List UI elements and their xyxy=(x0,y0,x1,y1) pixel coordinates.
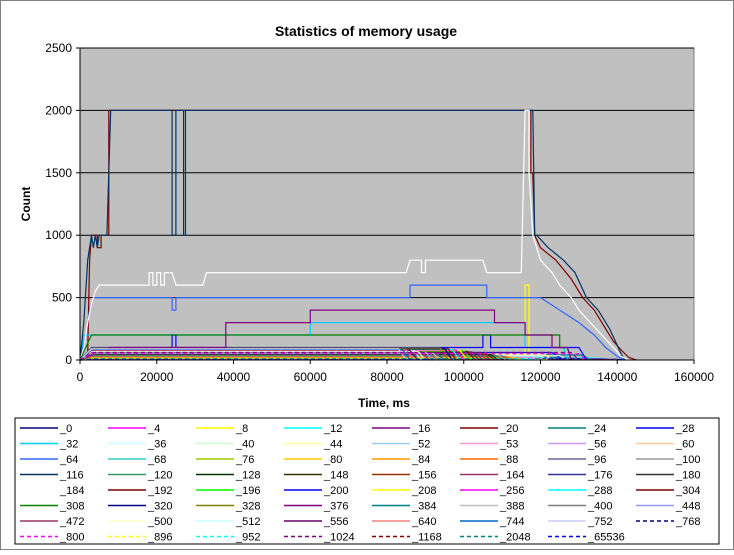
y-tick-label: 2000 xyxy=(45,103,72,117)
legend-label: _8 xyxy=(235,423,248,435)
legend-label: _384 xyxy=(411,501,436,513)
legend-label: _28 xyxy=(675,423,694,435)
y-axis-label: Count xyxy=(19,187,33,222)
legend-label: _388 xyxy=(499,501,524,513)
legend-label: _0 xyxy=(59,423,72,435)
legend-label: _156 xyxy=(411,470,436,482)
legend-label: _200 xyxy=(323,485,348,497)
legend-label: _4 xyxy=(147,423,160,435)
legend-label: _556 xyxy=(323,516,348,528)
legend-label: _192 xyxy=(147,485,172,497)
y-tick-label: 1500 xyxy=(45,166,72,180)
legend-label: _53 xyxy=(499,439,518,451)
legend-label: _376 xyxy=(323,501,348,513)
legend-label: _448 xyxy=(675,501,700,513)
y-tick-label: 2500 xyxy=(45,41,72,55)
legend-label: _76 xyxy=(235,454,254,466)
legend-label: _288 xyxy=(587,485,612,497)
chart-title: Statistics of memory usage xyxy=(275,23,457,39)
legend-label: _80 xyxy=(323,454,342,466)
legend-label: _84 xyxy=(411,454,430,466)
legend-label: _184 xyxy=(59,485,84,497)
x-tick-label: 100000 xyxy=(444,370,484,384)
legend-label: _12 xyxy=(323,423,342,435)
legend-label: _472 xyxy=(59,516,84,528)
legend-label: _180 xyxy=(675,470,700,482)
legend-label: _196 xyxy=(235,485,260,497)
x-axis-label: Time, ms xyxy=(358,396,410,410)
legend-label: _896 xyxy=(147,532,172,544)
x-tick-label: 80000 xyxy=(370,370,404,384)
legend-label: _2048 xyxy=(499,532,531,544)
legend-label: _208 xyxy=(411,485,436,497)
legend-label: _60 xyxy=(675,439,694,451)
legend-label: _120 xyxy=(147,470,172,482)
legend-label: _752 xyxy=(587,516,612,528)
legend-label: _308 xyxy=(59,501,84,513)
legend-label: _16 xyxy=(411,423,430,435)
legend-label: _65536 xyxy=(587,532,625,544)
legend-label: _744 xyxy=(499,516,524,528)
legend-label: _800 xyxy=(59,532,84,544)
y-tick-label: 0 xyxy=(65,353,72,367)
legend-label: _328 xyxy=(235,501,260,513)
legend-label: _1168 xyxy=(411,532,442,544)
x-tick-label: 60000 xyxy=(294,370,328,384)
x-tick-label: 20000 xyxy=(140,370,174,384)
legend-label: _88 xyxy=(499,454,518,466)
legend-label: _20 xyxy=(499,423,518,435)
legend-label: _400 xyxy=(587,501,612,513)
legend-label: _952 xyxy=(235,532,260,544)
legend-label: _500 xyxy=(147,516,172,528)
x-tick-label: 0 xyxy=(77,370,84,384)
legend-label: _56 xyxy=(587,439,606,451)
legend-label: _52 xyxy=(411,439,430,451)
legend-label: _164 xyxy=(499,470,524,482)
x-tick-label: 120000 xyxy=(520,370,560,384)
legend-label: _320 xyxy=(147,501,172,513)
legend-label: _768 xyxy=(675,516,700,528)
legend-label: _176 xyxy=(587,470,612,482)
x-tick-label: 160000 xyxy=(674,370,714,384)
legend-label: _36 xyxy=(147,439,166,451)
legend-label: _116 xyxy=(59,470,84,482)
y-tick-label: 500 xyxy=(52,291,72,305)
x-tick-label: 140000 xyxy=(597,370,637,384)
legend-label: _40 xyxy=(235,439,254,451)
legend-label: _512 xyxy=(235,516,260,528)
legend-label: _32 xyxy=(59,439,78,451)
legend-label: _96 xyxy=(587,454,606,466)
legend-label: _64 xyxy=(59,454,78,466)
legend-label: _640 xyxy=(411,516,436,528)
y-tick-label: 1000 xyxy=(45,228,72,242)
legend-label: _304 xyxy=(675,485,700,497)
legend xyxy=(15,418,719,544)
legend-label: _44 xyxy=(323,439,342,451)
x-tick-label: 40000 xyxy=(217,370,251,384)
legend-label: _68 xyxy=(147,454,166,466)
legend-label: _128 xyxy=(235,470,260,482)
legend-label: _100 xyxy=(675,454,700,466)
legend-label: _1024 xyxy=(323,532,355,544)
legend-label: _256 xyxy=(499,485,524,497)
legend-label: _24 xyxy=(587,423,606,435)
legend-label: _148 xyxy=(323,470,348,482)
